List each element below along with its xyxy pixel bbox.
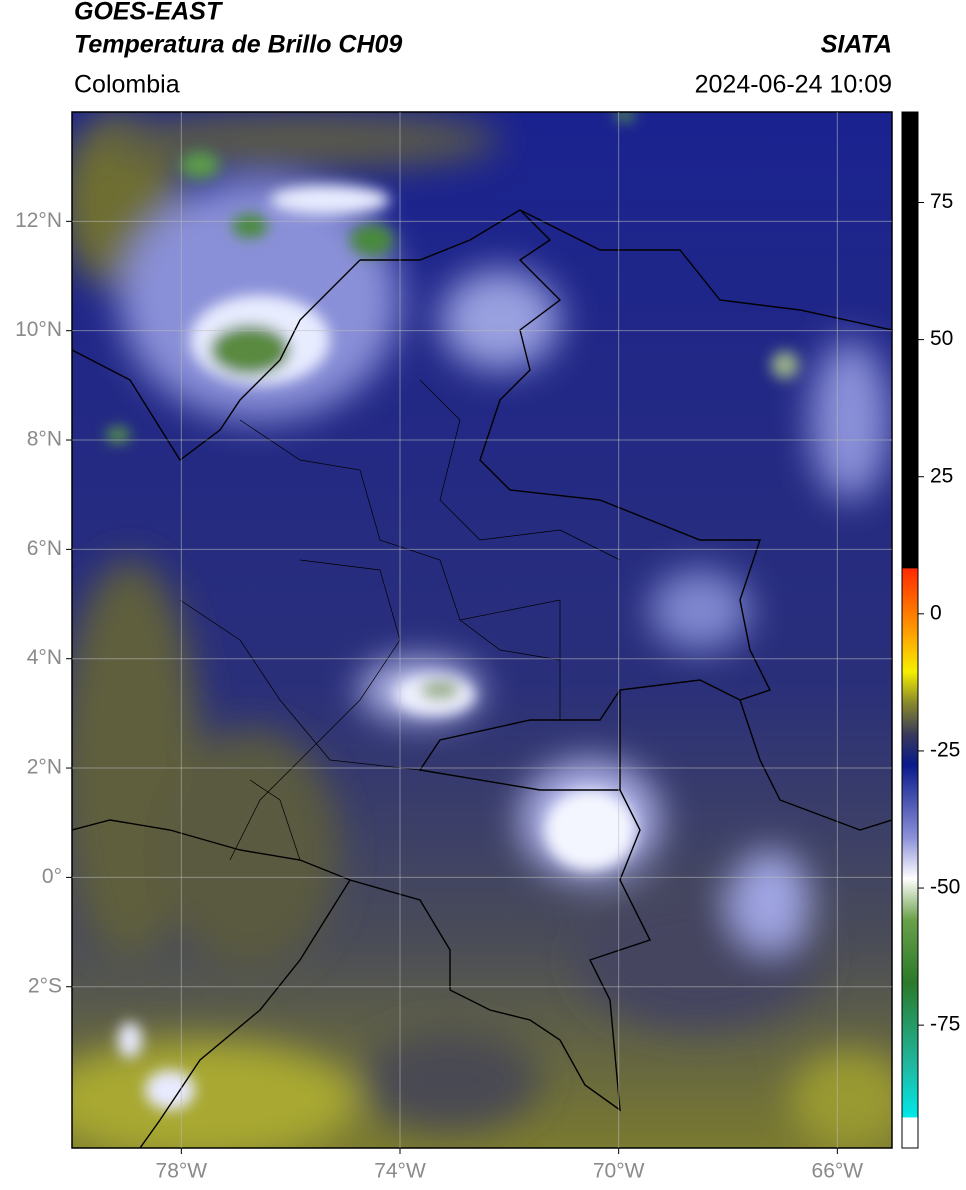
colorbar-tick-label: 25: [930, 464, 953, 487]
y-tick-label: 6°N: [27, 537, 62, 560]
y-tick-label: 2°S: [28, 974, 62, 997]
y-tick-label: 2°N: [27, 756, 62, 779]
y-tick-label: 0°: [42, 865, 62, 888]
x-tick-label: 78°W: [156, 1160, 208, 1183]
colorbar-tick-label: -50: [930, 876, 960, 899]
y-tick-label: 4°N: [27, 646, 62, 669]
subtitle: Temperatura de Brillo CH09: [74, 31, 402, 59]
x-tick-label: 70°W: [593, 1160, 645, 1183]
title: GOES-EAST: [74, 0, 224, 26]
satellite-image: [72, 112, 892, 1148]
colorbar-tick-label: 75: [930, 190, 953, 213]
region: Colombia: [74, 71, 180, 99]
colorbar-tick-label: -75: [930, 1013, 960, 1036]
colorbar-tick-label: -25: [930, 738, 960, 761]
y-tick-label: 8°N: [27, 428, 62, 451]
y-tick-label: 10°N: [15, 318, 62, 341]
source: SIATA: [821, 31, 892, 59]
colorbar-tick-label: 50: [930, 327, 953, 350]
colorbar: [901, 111, 919, 1149]
datetime: 2024-06-24 10:09: [695, 71, 892, 99]
colorbar-tick-label: 0: [930, 601, 942, 624]
map-frame: [71, 111, 893, 1149]
x-tick-label: 66°W: [812, 1160, 864, 1183]
x-tick-label: 74°W: [374, 1160, 426, 1183]
y-tick-label: 12°N: [15, 209, 62, 232]
